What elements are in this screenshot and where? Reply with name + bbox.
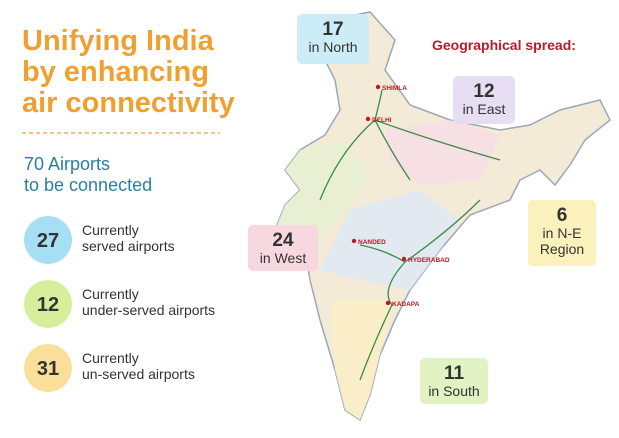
region-value: 11 — [444, 363, 465, 384]
stat-label: un-served airports — [82, 366, 195, 382]
region-value: 24 — [272, 230, 294, 251]
stat-label: under-served airports — [82, 302, 215, 318]
region-value: 6 — [557, 205, 568, 226]
route — [404, 199, 481, 263]
stat-label: Currently — [82, 350, 139, 366]
region-value: 12 — [473, 81, 494, 102]
city-dot — [401, 256, 407, 262]
city-label: NANDED — [358, 239, 386, 246]
region-label: in N-E — [543, 225, 582, 241]
stat-value: 12 — [37, 294, 59, 316]
stat-circle — [24, 344, 72, 392]
region-box — [453, 76, 515, 124]
region-label: in South — [428, 383, 479, 399]
city-label: SHIMLA — [382, 85, 407, 92]
route — [374, 89, 383, 121]
title: by enhancing — [22, 56, 209, 88]
region-box — [248, 225, 318, 271]
state-region — [385, 120, 500, 185]
route — [319, 119, 376, 201]
region-label: in West — [260, 250, 307, 266]
region-box — [297, 14, 369, 64]
city-label: DELHI — [372, 117, 392, 124]
route — [387, 261, 406, 306]
flight-routes — [319, 89, 501, 381]
city-dot — [385, 300, 391, 306]
title: air connectivity — [22, 87, 235, 119]
stat-label: served airports — [82, 238, 175, 254]
route — [359, 304, 393, 381]
route — [359, 244, 406, 263]
region-box — [420, 358, 488, 404]
region-label: in East — [463, 101, 506, 117]
route — [374, 119, 411, 181]
state-region — [320, 190, 460, 290]
city-dot — [351, 238, 357, 244]
region-value: 17 — [322, 19, 343, 40]
stat-circle — [24, 216, 72, 264]
spread-title: Geographical spread: — [432, 37, 576, 53]
city-dot — [365, 116, 371, 122]
stat-label: Currently — [82, 222, 139, 238]
title: Unifying India — [22, 25, 215, 57]
headline: to be connected — [24, 175, 152, 195]
region-box — [528, 200, 596, 266]
stat-circle — [24, 280, 72, 328]
state-region — [330, 300, 395, 420]
city-label: HYDERABAD — [408, 257, 450, 264]
city-label: KADAPA — [392, 301, 420, 308]
india-map — [274, 11, 611, 422]
route — [374, 119, 501, 161]
region-label: in North — [308, 39, 357, 55]
stat-label: Currently — [82, 286, 139, 302]
city-dot — [375, 84, 381, 90]
stat-value: 27 — [37, 230, 59, 252]
headline: 70 Airports — [24, 154, 110, 174]
region-label: Region — [540, 241, 584, 257]
stat-value: 31 — [37, 358, 59, 380]
